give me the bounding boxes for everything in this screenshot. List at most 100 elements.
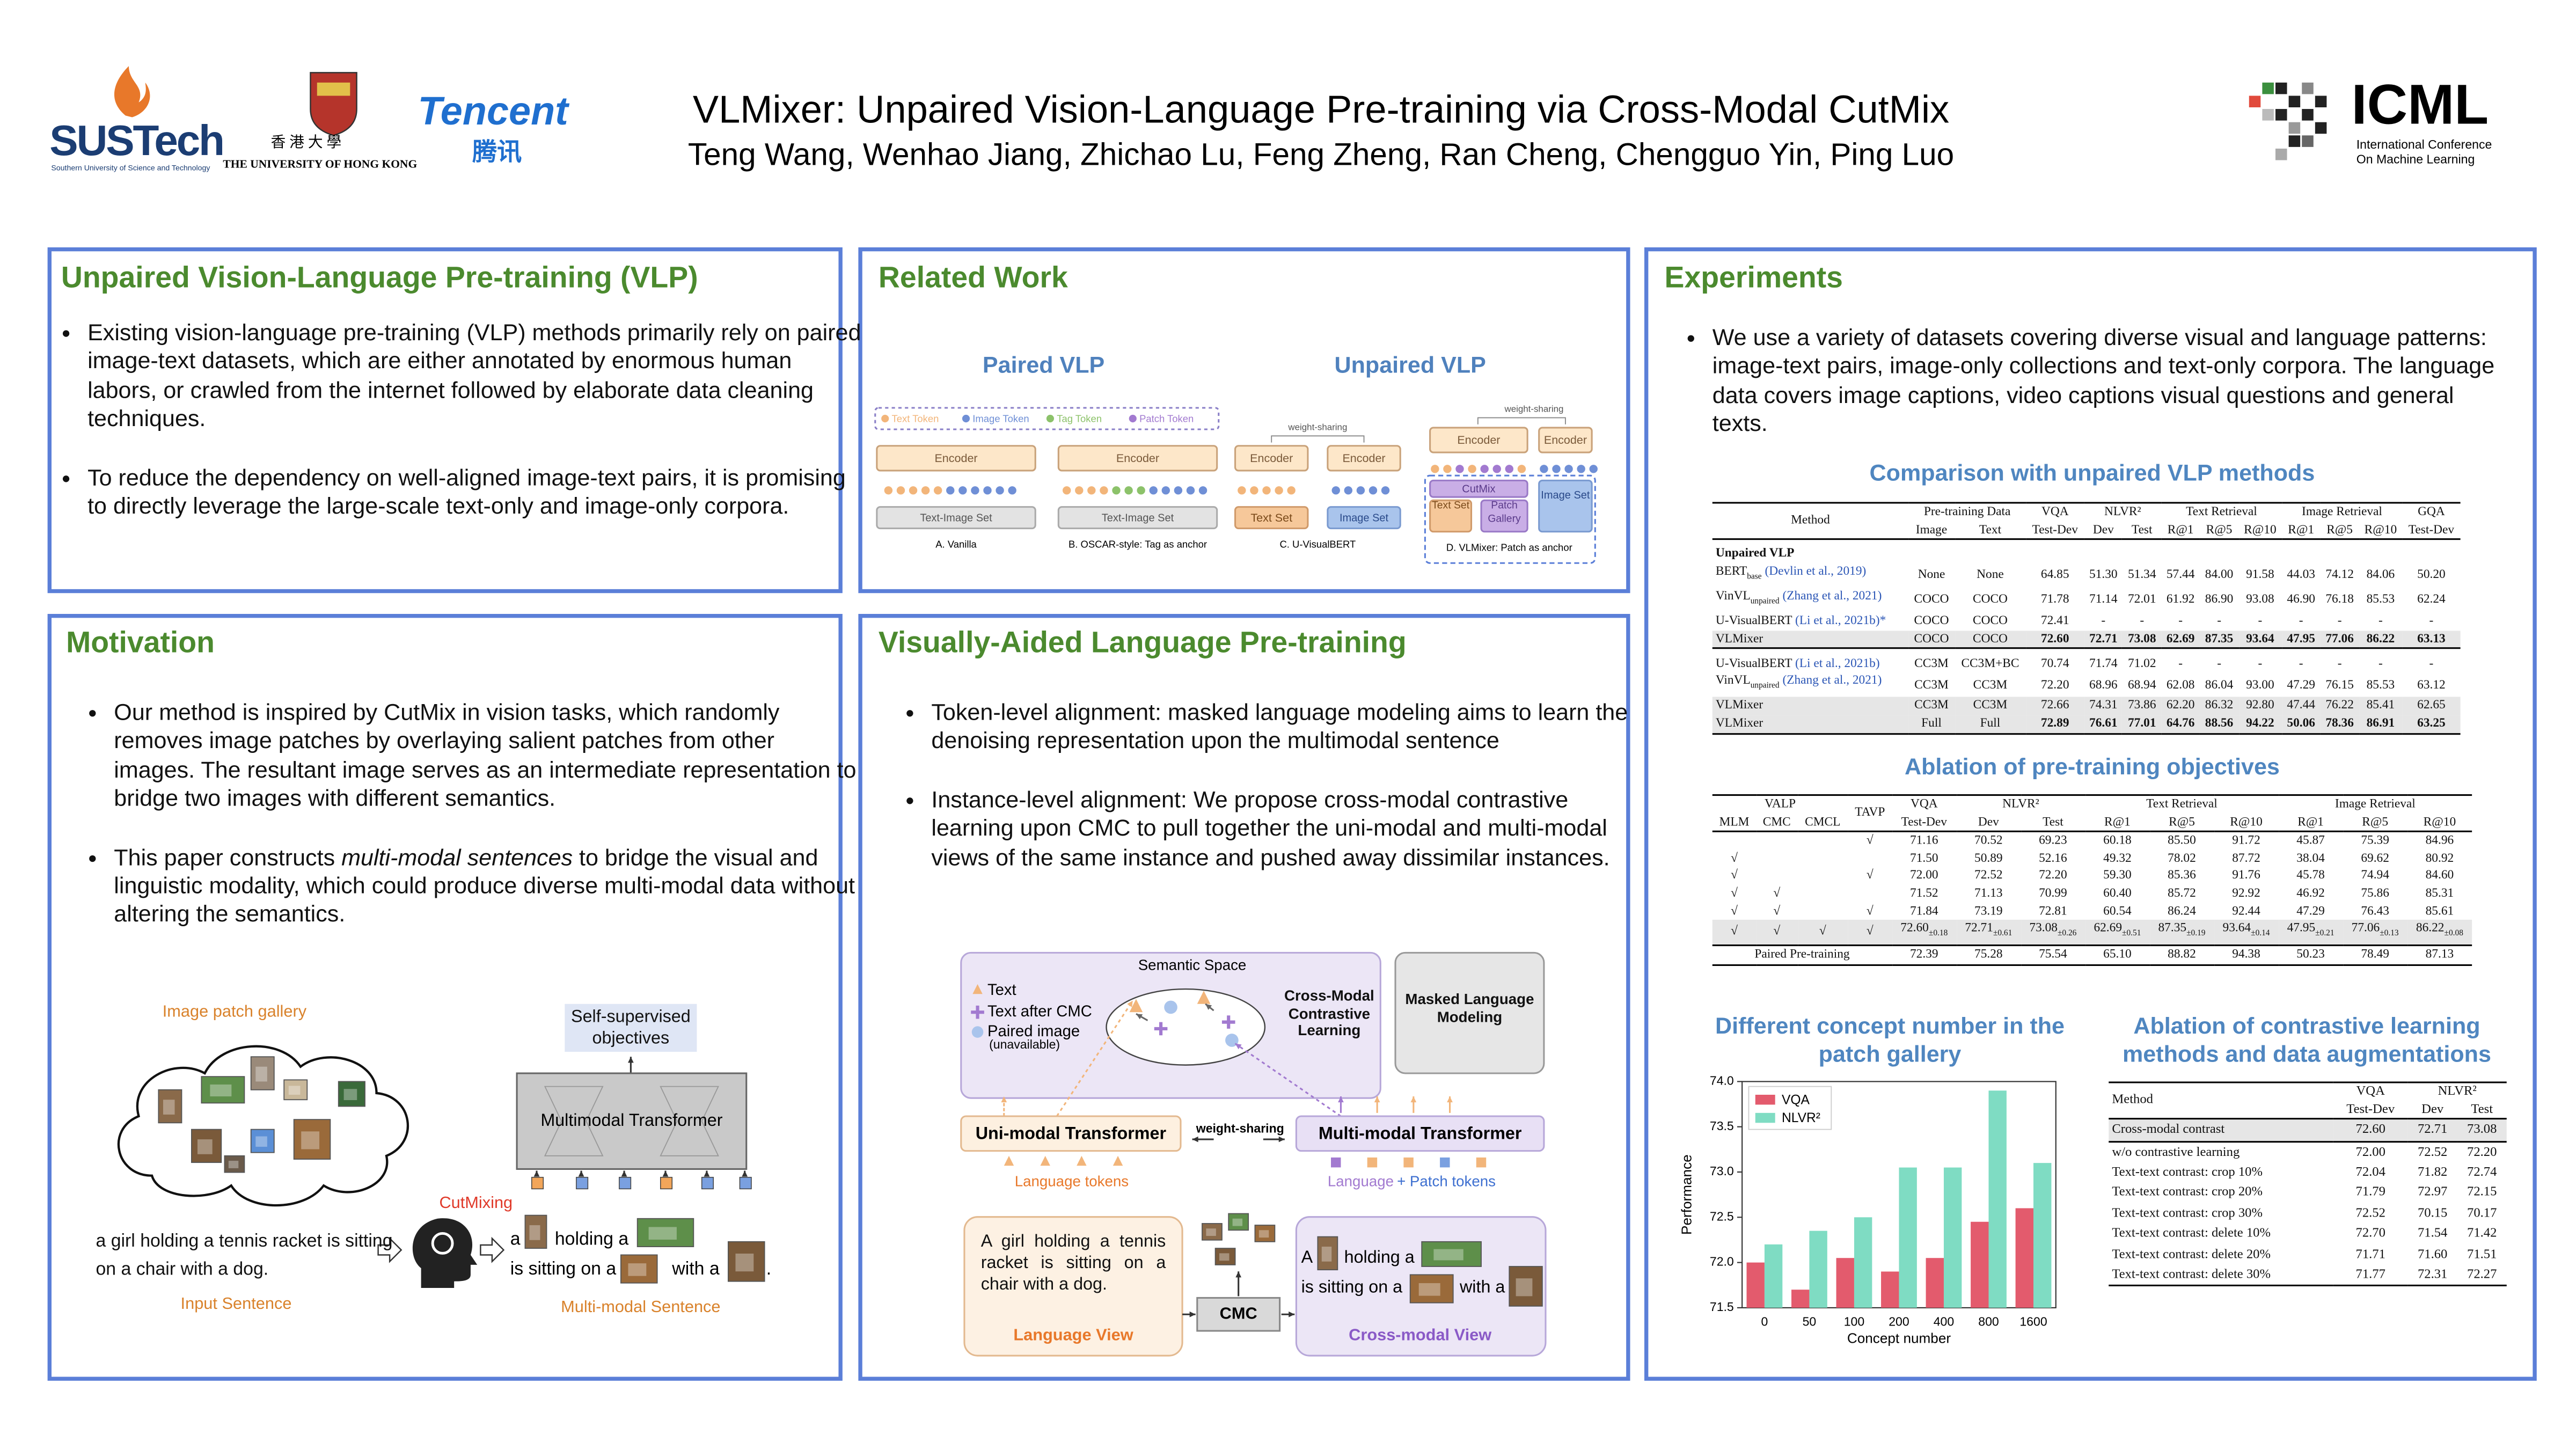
arrow-head xyxy=(704,1170,710,1177)
table-cell: 71.52 xyxy=(1909,885,1938,900)
table-cell: √ xyxy=(1756,920,1798,946)
label: weight-sharing xyxy=(1196,1122,1284,1136)
cell-std: ±0.08 xyxy=(2444,931,2463,939)
table-cell: COCO xyxy=(1908,630,1955,649)
arrow-head xyxy=(533,1170,540,1177)
legend-swatch xyxy=(1755,1112,1775,1123)
space xyxy=(1106,988,1266,1066)
cloud xyxy=(117,1045,409,1207)
table-cell: 62.08 xyxy=(2166,676,2195,691)
bar xyxy=(1836,1258,1854,1308)
table-cell: 74.12 xyxy=(2325,566,2354,582)
box xyxy=(876,445,1036,472)
label: 50 xyxy=(1803,1315,1817,1329)
table-cell: Full xyxy=(1908,715,1955,734)
column-header: R@5 xyxy=(2169,813,2195,829)
table-cell: 78.36 xyxy=(2320,715,2359,734)
arrow-head xyxy=(1447,1096,1453,1103)
box xyxy=(739,1177,752,1190)
token xyxy=(1124,486,1133,495)
box xyxy=(1394,951,1545,1074)
table-cell: 73.08±0.26 xyxy=(2021,920,2085,946)
box xyxy=(1429,499,1473,533)
method-sub: base xyxy=(1747,573,1762,582)
cell-value: 72.71 xyxy=(1965,920,1993,935)
label: Text-Image Set xyxy=(920,512,992,524)
label: Image Set xyxy=(1340,512,1389,524)
method-cell: VinVLunpaired (Zhang et al., 2021) xyxy=(1713,588,1908,612)
token xyxy=(1517,465,1526,473)
box xyxy=(2262,109,2274,121)
table-cell: 62.24 xyxy=(2417,591,2446,606)
arrow-head xyxy=(1235,1271,1242,1278)
box xyxy=(1219,1253,1230,1261)
bracket xyxy=(1271,435,1365,443)
table-cell: COCO xyxy=(1954,630,2026,649)
table-cell: 63.13 xyxy=(2402,630,2461,649)
table-cell: 47.95±0.21 xyxy=(2278,920,2343,946)
label: weight-sharing xyxy=(1287,422,1347,432)
table-cell: 71.16 xyxy=(1909,832,1938,848)
table-cell: - xyxy=(2258,612,2263,628)
table-row: Paired Pre-training 72.39 75.28 75.54 65.10 8… xyxy=(1712,946,2472,965)
table-cell: 75.54 xyxy=(2039,946,2067,962)
column-header: R@1 xyxy=(2288,521,2315,536)
citation: (Zhang et al., 2021) xyxy=(1782,588,1882,603)
box xyxy=(1509,1266,1543,1307)
label: D. VLMixer: Patch as anchor xyxy=(1446,541,1572,553)
point xyxy=(1164,1000,1177,1014)
text-block: Motivation xyxy=(66,626,215,659)
box xyxy=(47,247,843,594)
column-header: R@10 xyxy=(2244,521,2277,536)
box xyxy=(255,1136,267,1147)
table-cell: 71.51 xyxy=(2467,1246,2497,1261)
method: Text-text contrast: crop 30% xyxy=(2112,1205,2263,1220)
box xyxy=(1057,506,1218,530)
box xyxy=(874,407,1220,430)
table: Method Pre-training Data VQA NLVR² Text Retr… xyxy=(1712,502,2461,734)
box xyxy=(163,1100,175,1115)
table-cell: 50.20 xyxy=(2417,566,2446,582)
table-cell: 87.35±0.19 xyxy=(2149,920,2214,946)
box xyxy=(317,82,350,96)
column-header: Test-Dev xyxy=(2346,1101,2395,1116)
box xyxy=(1321,1247,1332,1262)
column-header: VQA xyxy=(2356,1083,2385,1099)
token xyxy=(1040,1155,1050,1166)
table-cell: 74.94 xyxy=(2361,867,2389,883)
method: Text-text contrast: crop 20% xyxy=(2112,1184,2263,1200)
column-header: Test xyxy=(2131,521,2153,536)
bar xyxy=(1971,1221,1989,1308)
table-cell: 45.78 xyxy=(2296,867,2325,883)
table-cell: - xyxy=(2178,655,2183,670)
arrow xyxy=(377,1236,402,1263)
table: Method VQA NLVR² Test-Dev Dev Test Cross-modal… xyxy=(2109,1081,2507,1287)
table-cell: 72.20 xyxy=(2039,867,2067,883)
table-cell: 85.50 xyxy=(2168,832,2196,848)
token xyxy=(896,486,905,495)
token xyxy=(1161,486,1170,495)
box xyxy=(1295,1115,1545,1152)
table-cell: 63.25 xyxy=(2402,715,2461,734)
table-cell: 70.74 xyxy=(2040,655,2069,670)
arrow-head xyxy=(1338,1096,1344,1103)
table-cell: √ xyxy=(1866,902,1874,918)
box xyxy=(228,1161,239,1168)
citation: (Devlin et al., 2019) xyxy=(1765,562,1867,578)
table-cell: 70.17 xyxy=(2467,1205,2497,1220)
token xyxy=(909,486,918,495)
table-cell: 72.20 xyxy=(2040,676,2069,691)
table-cell: 50.06 xyxy=(2281,715,2321,734)
label: B. OSCAR-style: Tag as anchor xyxy=(1069,538,1207,550)
table-cell: 71.79 xyxy=(2355,1184,2385,1199)
logo-flame xyxy=(114,66,150,118)
table-cell: 94.38 xyxy=(2232,946,2260,962)
table-cell xyxy=(1756,850,1797,868)
table-cell: √ xyxy=(1773,885,1781,900)
table-row: VLMixer COCO COCO 72.60 72.71 73.08 62.69 87.35… xyxy=(1712,630,2461,649)
table-cell: 92.44 xyxy=(2232,902,2260,918)
box xyxy=(1429,479,1528,498)
box xyxy=(516,1072,748,1170)
box xyxy=(293,1119,331,1160)
